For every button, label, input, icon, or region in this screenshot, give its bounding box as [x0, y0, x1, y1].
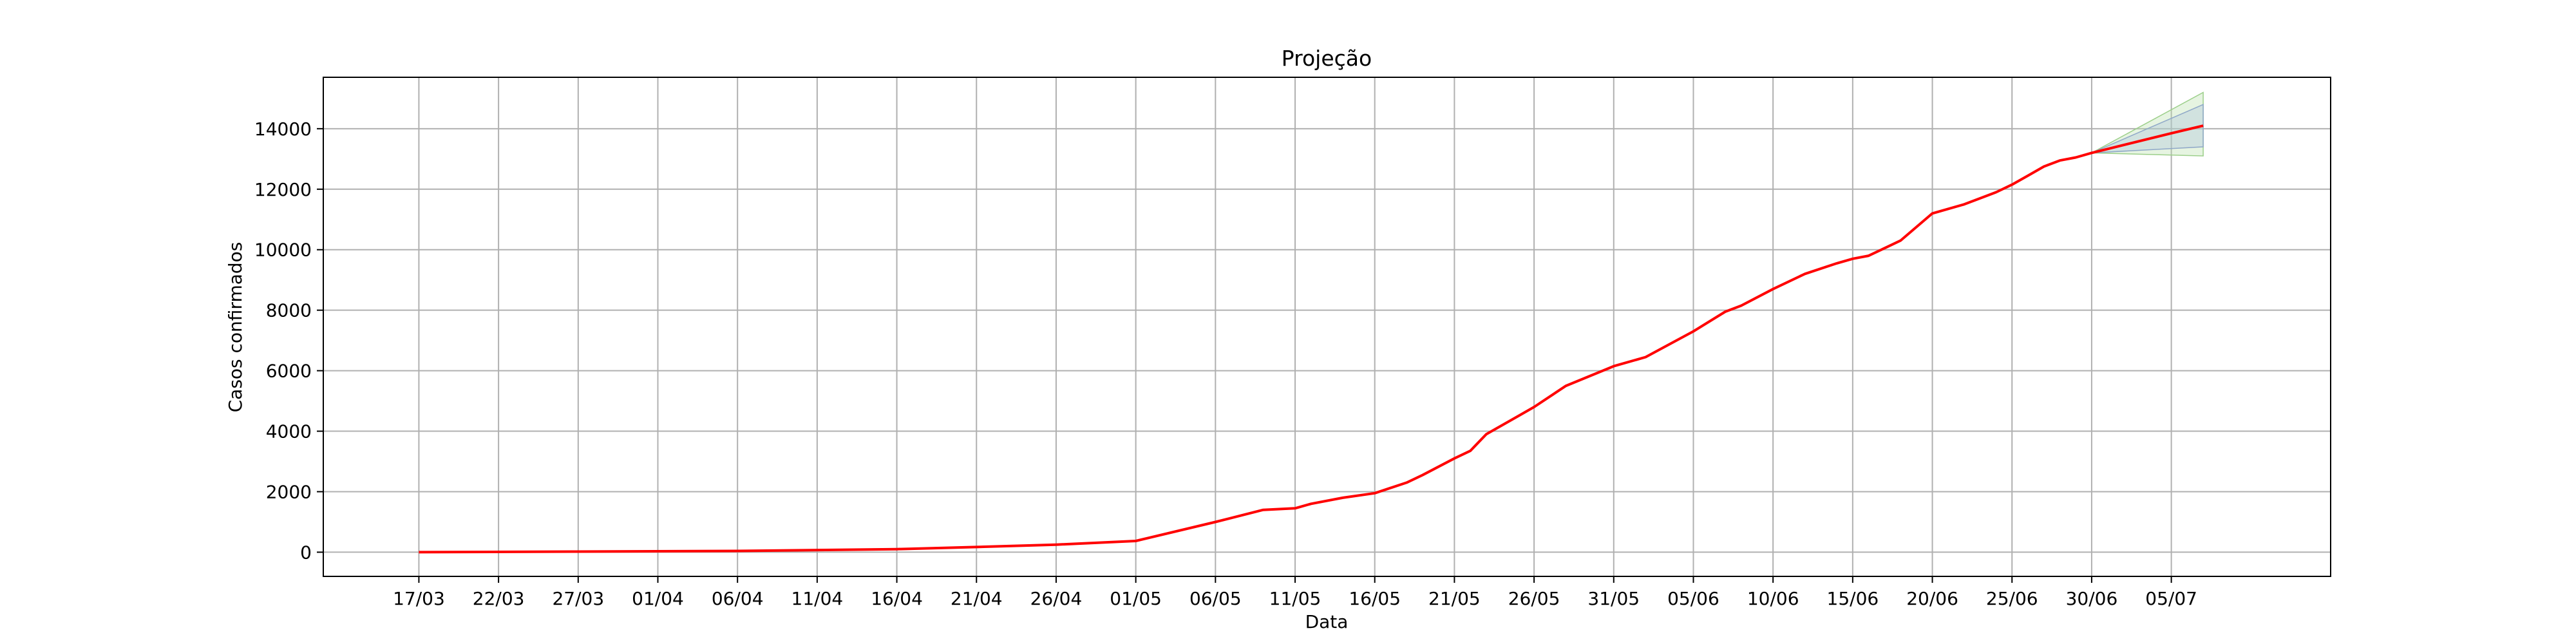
y-tick-label: 2000 — [266, 481, 312, 502]
x-tick-label: 01/05 — [1110, 588, 1162, 609]
x-tick-label: 05/06 — [1667, 588, 1719, 609]
x-tick-label: 20/06 — [1906, 588, 1958, 609]
inner-confidence-band — [2091, 104, 2204, 154]
x-tick-label: 11/05 — [1269, 588, 1321, 609]
x-tick-label: 15/06 — [1827, 588, 1879, 609]
x-tick-label: 05/07 — [2145, 588, 2197, 609]
x-tick-label: 26/04 — [1030, 588, 1083, 609]
x-tick-label: 06/04 — [712, 588, 764, 609]
x-axis-ticks: 17/03 22/03 27/03 01/04 06/04 11/04 16/04 21/04… — [393, 576, 2197, 609]
y-tick-label: 14000 — [254, 118, 312, 140]
y-tick-label: 12000 — [254, 179, 312, 200]
plot-frame — [323, 77, 2331, 577]
x-tick-label: 01/04 — [632, 588, 684, 609]
x-tick-label: 30/06 — [2066, 588, 2118, 609]
x-tick-label: 10/06 — [1747, 588, 1799, 609]
y-axis-label: Casos confirmados — [225, 242, 246, 413]
y-axis-ticks: 0 2000 4000 6000 8000 10000 12000 14000 — [254, 118, 323, 563]
chart-title: Projeção — [1282, 46, 1372, 71]
series-lines — [419, 124, 2204, 554]
x-axis-label: Data — [1305, 611, 1349, 632]
y-tick-label: 4000 — [266, 421, 312, 442]
x-tick-label: 06/05 — [1189, 588, 1242, 609]
x-tick-label: 17/03 — [393, 588, 445, 609]
x-tick-label: 25/06 — [1986, 588, 2038, 609]
x-tick-label: 21/04 — [951, 588, 1003, 609]
x-tick-label: 26/05 — [1508, 588, 1560, 609]
y-tick-label: 0 — [300, 542, 312, 563]
x-tick-label: 27/03 — [552, 588, 604, 609]
x-tick-label: 11/04 — [791, 588, 844, 609]
x-tick-label: 21/05 — [1428, 588, 1481, 609]
y-tick-label: 6000 — [266, 361, 312, 382]
grid-lines — [323, 77, 2331, 576]
confidence-band — [2090, 91, 2204, 156]
confirmed-cases-line — [419, 124, 2204, 554]
x-tick-label: 31/05 — [1587, 588, 1640, 609]
x-tick-label: 16/04 — [871, 588, 923, 609]
x-tick-label: 16/05 — [1349, 588, 1401, 609]
x-tick-label: 22/03 — [473, 588, 525, 609]
y-tick-label: 8000 — [266, 300, 312, 321]
y-tick-label: 10000 — [254, 240, 312, 261]
